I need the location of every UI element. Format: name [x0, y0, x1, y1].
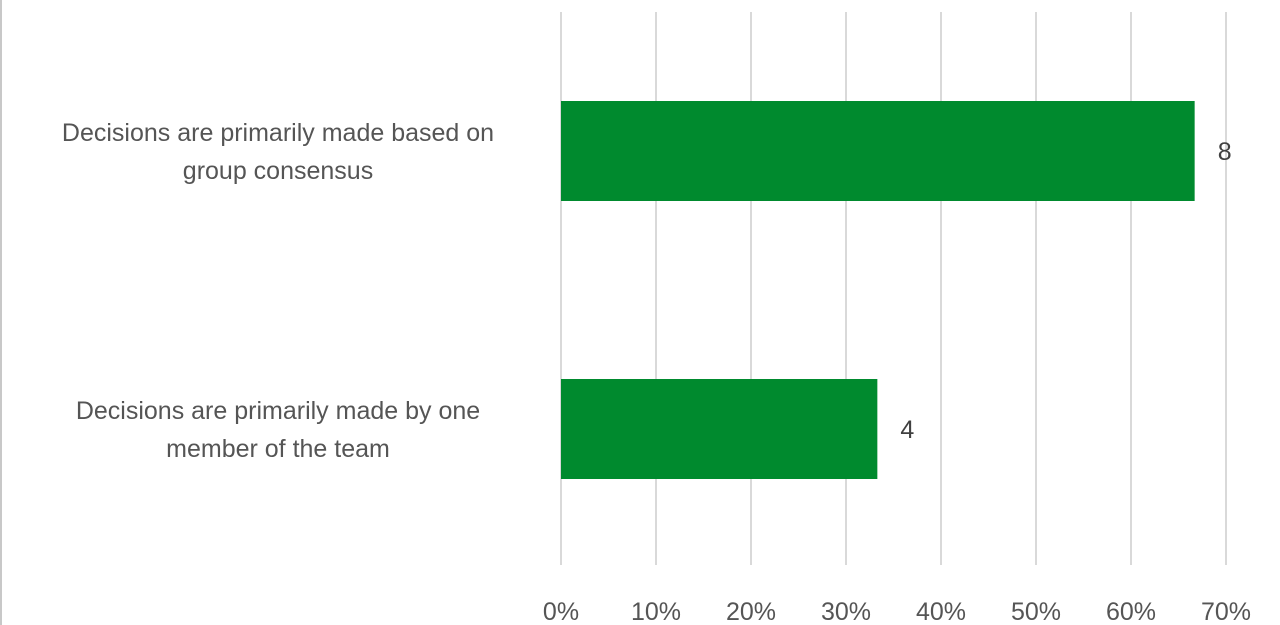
x-tick-label: 0% — [543, 598, 579, 625]
bar — [561, 379, 878, 479]
x-tick-label: 30% — [821, 598, 871, 625]
category-label: Decisions are primarily made by one — [76, 397, 480, 425]
bar-data-label: 4 — [900, 416, 914, 444]
x-tick-label: 50% — [1011, 598, 1061, 625]
x-axis-tick-labels: 0% 10% 20% 30% 40% 50% 60% 70% — [543, 598, 1251, 625]
x-tick-label: 20% — [726, 598, 776, 625]
x-tick-label: 60% — [1106, 598, 1156, 625]
x-tick-label: 40% — [916, 598, 966, 625]
bars — [561, 101, 1195, 479]
x-tick-label: 10% — [631, 598, 681, 625]
x-tick-label: 70% — [1201, 598, 1251, 625]
left-border — [0, 0, 2, 625]
category-labels: Decisions are primarily made based on gro… — [62, 119, 494, 463]
gridlines — [560, 12, 1227, 565]
category-label: Decisions are primarily made based on — [62, 119, 494, 147]
category-label: member of the team — [166, 435, 390, 463]
data-labels: 84 — [900, 138, 1231, 444]
bar — [561, 101, 1195, 201]
bar-data-label: 8 — [1218, 138, 1232, 166]
category-label: group consensus — [183, 157, 373, 185]
